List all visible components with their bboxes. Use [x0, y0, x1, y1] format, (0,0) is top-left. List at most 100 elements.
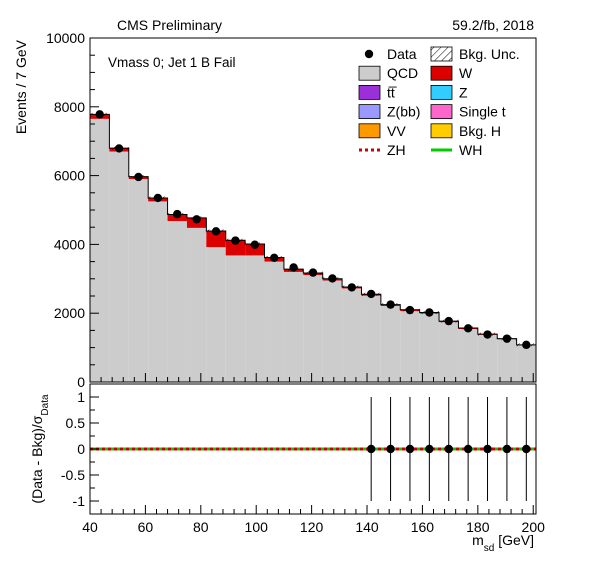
- data-point: [173, 210, 181, 218]
- legend-unc-label: Bkg. Unc.: [459, 46, 520, 62]
- data-point: [154, 194, 162, 202]
- qcd-bar: [342, 288, 361, 382]
- data-point: [134, 173, 142, 181]
- ratio-point: [464, 445, 472, 453]
- legend-data-marker: [365, 50, 373, 58]
- ratio-x-tick-label: 140: [355, 519, 379, 535]
- legend-data-label: Data: [387, 46, 417, 62]
- legend-vv-label: VV: [387, 123, 406, 139]
- legend-unc-swatch: [431, 47, 452, 61]
- data-point: [270, 254, 278, 262]
- legend-singlet-label: Single t: [459, 104, 506, 120]
- data-point: [503, 334, 511, 342]
- main-y-tick-label: 8000: [54, 99, 85, 115]
- legend-bkgh-swatch: [431, 124, 452, 138]
- ratio-point: [367, 445, 375, 453]
- qcd-bar: [265, 262, 284, 382]
- ratio-point: [386, 445, 394, 453]
- legend: Data Bkg. Unc. QCD Wtt̅ Z Z(bb) Single t VV Bkg.…: [359, 46, 520, 158]
- qcd-bar: [439, 322, 458, 382]
- data-point: [425, 308, 433, 316]
- qcd-bar: [420, 314, 439, 382]
- legend-qcd-swatch: [359, 66, 380, 80]
- legend-ttbar-swatch: [359, 85, 380, 99]
- data-point: [406, 306, 414, 314]
- legend-vv-swatch: [359, 124, 380, 138]
- qcd-bar: [458, 329, 477, 382]
- qcd-bar: [497, 339, 516, 382]
- data-point: [328, 274, 336, 282]
- qcd-bar: [109, 152, 128, 382]
- main-y-tick-label: 10000: [46, 30, 85, 46]
- data-point: [309, 268, 317, 276]
- qcd-bar: [284, 272, 303, 382]
- data-point: [115, 144, 123, 152]
- main-y-tick-label: 6000: [54, 168, 85, 184]
- qcd-bar: [381, 306, 400, 382]
- ratio-y-tick-label: -1: [73, 493, 86, 509]
- data-point: [289, 263, 297, 271]
- ratio-y-tick-label: 1: [77, 389, 85, 405]
- ratio-plot-area: [90, 397, 536, 501]
- data-point: [348, 283, 356, 291]
- legend-singlet-swatch: [431, 105, 452, 119]
- qcd-bar: [168, 221, 187, 382]
- legend-w-label: W: [459, 65, 473, 81]
- legend-w-swatch: [431, 66, 452, 80]
- ratio-x-tick-label: 100: [245, 519, 269, 535]
- ratio-x-tick-label: 160: [411, 519, 435, 535]
- ratio-point: [425, 445, 433, 453]
- data-point: [522, 341, 530, 349]
- ratio-x-tick-label: 120: [300, 519, 324, 535]
- qcd-bar: [478, 335, 497, 382]
- qcd-bar: [148, 201, 167, 382]
- ratio-point: [445, 445, 453, 453]
- ratio-x-tick-label: 40: [82, 519, 98, 535]
- data-point: [192, 215, 200, 223]
- legend-zh-label: ZH: [387, 142, 406, 158]
- legend-qcd-label: QCD: [387, 65, 418, 81]
- legend-zbb-swatch: [359, 105, 380, 119]
- data-point: [251, 241, 259, 249]
- data-point: [445, 317, 453, 325]
- data-point: [231, 236, 239, 244]
- ratio-y-tick-label: -0.5: [61, 467, 85, 483]
- legend-zbb-label: Z(bb): [387, 104, 420, 120]
- main-y-axis-label: Events / 7 GeV: [13, 39, 29, 134]
- ratio-x-tick-label: 60: [138, 519, 154, 535]
- ratio-y-axis-label: (Data - Bkg)/σData: [29, 394, 51, 504]
- main-y-tick-label: 0: [77, 374, 85, 390]
- ratio-y-tick-label: 0: [77, 441, 85, 457]
- qcd-bar: [245, 255, 264, 382]
- ratio-point: [483, 445, 491, 453]
- data-point: [95, 110, 103, 118]
- data-point: [367, 290, 375, 298]
- ratio-x-axis-label: msd [GeV]: [472, 532, 534, 554]
- ratio-point: [406, 445, 414, 453]
- data-point: [386, 300, 394, 308]
- main-y-tick-label: 2000: [54, 305, 85, 321]
- legend-wh-label: WH: [459, 142, 482, 158]
- data-point: [212, 227, 220, 235]
- data-point: [464, 324, 472, 332]
- ratio-point: [503, 445, 511, 453]
- header-left: CMS Preliminary: [117, 17, 222, 33]
- legend-ttbar-label: tt̅: [387, 84, 398, 100]
- qcd-bar: [226, 255, 245, 382]
- region-label: Vmass 0; Jet 1 B Fail: [108, 55, 236, 70]
- ratio-y-tick-label: 0.5: [66, 415, 86, 431]
- legend-z-swatch: [431, 85, 452, 99]
- qcd-bar: [361, 296, 380, 382]
- ratio-point: [522, 445, 530, 453]
- header-right: 59.2/fb, 2018: [452, 17, 534, 33]
- main-panel: 0 2000 4000 6000 8000 10000 Vmass 0; Jet 1 B …: [13, 30, 536, 390]
- qcd-bar: [323, 281, 342, 382]
- ratio-x-tick-label: 80: [193, 519, 209, 535]
- legend-bkgh-label: Bkg. H: [459, 123, 501, 139]
- qcd-bar: [129, 179, 148, 382]
- data-point: [483, 330, 491, 338]
- qcd-bar: [187, 228, 206, 382]
- legend-z-label: Z: [459, 84, 468, 100]
